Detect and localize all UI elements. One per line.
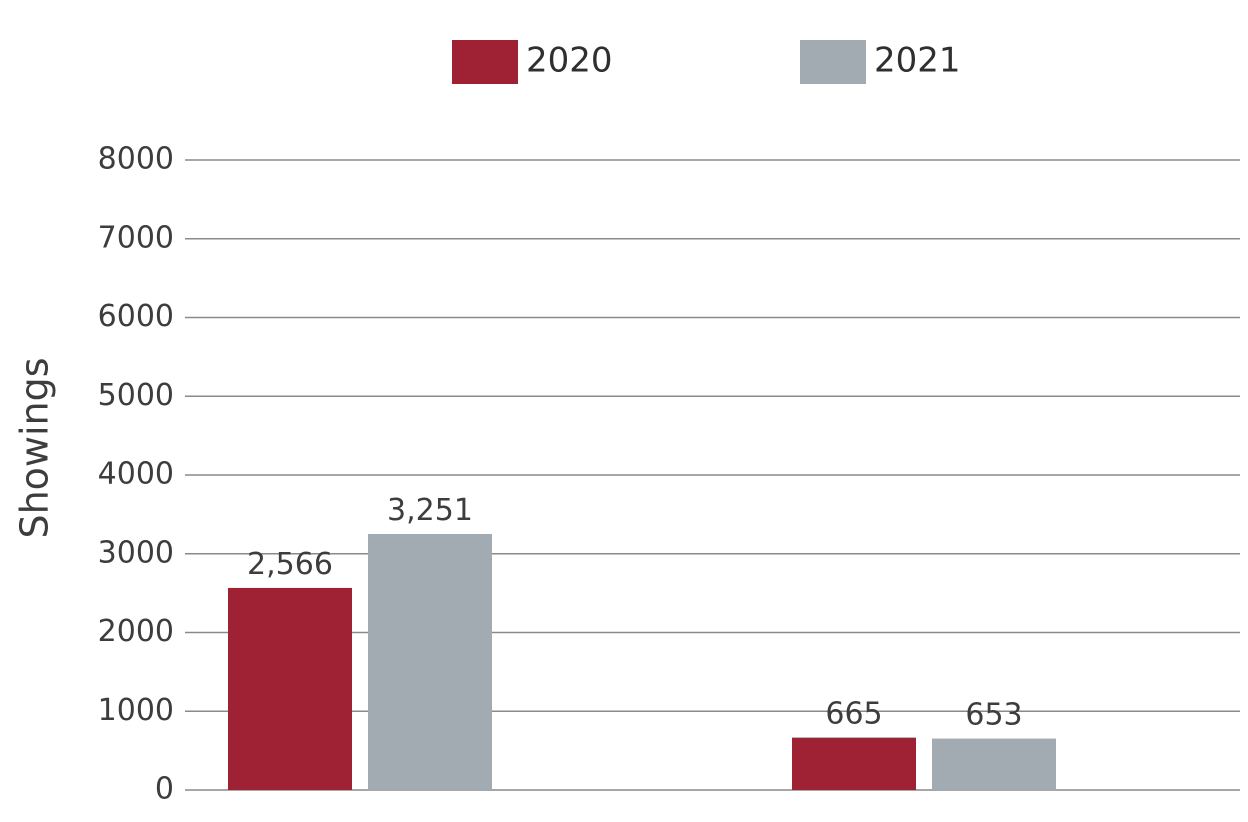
data-label: 2,566 [247,547,333,582]
bar-2021 [368,533,492,790]
data-labels: 2,566 665 3,251 653 [247,493,1023,733]
legend-label: 2021 [874,41,961,81]
data-label: 3,251 [387,493,473,528]
y-tick-label: 0 [155,772,174,807]
gridlines [185,159,1240,791]
bar-2021 [932,738,1056,790]
bars [228,533,1056,790]
y-tick-label: 5000 [98,378,174,413]
y-tick-label: 8000 [98,142,174,177]
bar-2020 [792,737,916,790]
y-tick-label: 1000 [98,693,174,728]
data-label: 653 [965,698,1022,733]
legend: 2020 2021 [452,40,961,84]
y-tick-label: 6000 [98,299,174,334]
data-label: 665 [825,697,882,732]
y-tick-label: 2000 [98,614,174,649]
legend-swatch-2021 [800,40,866,84]
y-tick-label: 7000 [98,220,174,255]
y-tick-label: 3000 [98,535,174,570]
legend-label: 2020 [526,41,613,81]
y-axis-title: Showings [13,357,57,538]
y-tick-label: 4000 [98,457,174,492]
bar-2020 [228,587,352,790]
y-axis-ticks: 0 1000 2000 3000 4000 5000 6000 7000 8000 [98,142,174,807]
legend-swatch-2020 [452,40,518,84]
